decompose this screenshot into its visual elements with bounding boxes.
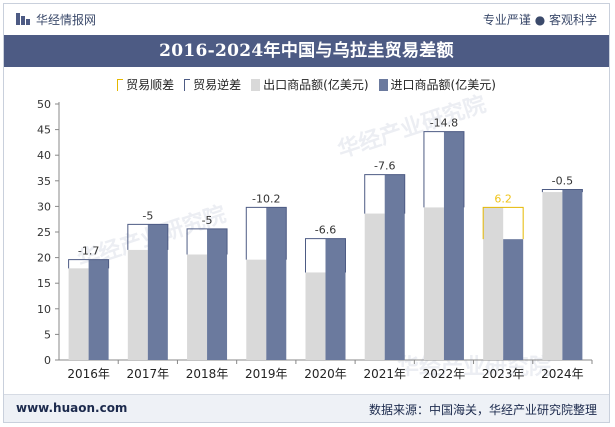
x-tick-label-5: 2021年 xyxy=(363,367,406,381)
import-bar-7 xyxy=(503,239,524,360)
legend-label-surplus: 贸易顺差 xyxy=(126,78,175,92)
slogan: 专业严谨 ● 客观科学 xyxy=(482,13,597,27)
balance-label-1: -5 xyxy=(142,209,153,222)
export-bar-5 xyxy=(364,213,385,360)
surplus-bracket-7 xyxy=(482,206,524,240)
balance-label-4: -6.6 xyxy=(315,224,336,237)
x-tick-label-6: 2022年 xyxy=(423,367,466,381)
import-bar-4 xyxy=(325,238,346,360)
y-tick-label-50: 50 xyxy=(37,98,51,111)
footer-site: www.huaon.com xyxy=(16,401,128,415)
top-bar: 华经情报网 专业严谨 ● 客观科学 xyxy=(4,4,609,34)
deficit-bracket-3 xyxy=(245,206,287,260)
y-tick-label-35: 35 xyxy=(37,175,51,188)
watermark-2: 华经产业研究院 xyxy=(397,354,551,380)
deficit-bracket-5 xyxy=(364,174,406,214)
deficit-bracket-2 xyxy=(186,228,228,255)
legend-item-deficit: 贸易逆差 xyxy=(184,76,241,93)
balance-label-8: -0.5 xyxy=(552,175,573,188)
legend-label-import: 进口商品额(亿美元) xyxy=(390,78,496,92)
x-tick-label-3: 2019年 xyxy=(245,367,288,381)
chart-frame: 华经情报网 专业严谨 ● 客观科学 2016-2024年中国与乌拉圭贸易差额 贸… xyxy=(3,3,610,423)
y-tick-label-20: 20 xyxy=(37,252,51,265)
export-bar-4 xyxy=(305,272,326,360)
x-tick-label-4: 2020年 xyxy=(304,367,347,381)
deficit-bracket-0 xyxy=(68,259,110,269)
y-tick-label-15: 15 xyxy=(37,277,51,290)
balance-label-5: -7.6 xyxy=(374,160,395,173)
legend-swatch-surplus xyxy=(117,79,124,91)
balance-label-2: -5 xyxy=(202,214,213,227)
chart-title: 2016-2024年中国与乌拉圭贸易差额 xyxy=(159,41,454,61)
deficit-bracket-1 xyxy=(127,223,169,250)
balance-label-3: -10.2 xyxy=(252,192,280,205)
deficit-bracket-6 xyxy=(423,131,465,208)
x-tick-label-7: 2023年 xyxy=(482,367,525,381)
y-tick-label-45: 45 xyxy=(37,124,51,137)
chart-plot: 华经产业研究院华经产业研究院华经产业研究院0510152025303540455… xyxy=(37,91,593,381)
y-tick-label-10: 10 xyxy=(37,303,51,316)
watermark-1: 华经产业研究院 xyxy=(335,91,490,163)
x-tick-label-2: 2018年 xyxy=(186,367,229,381)
import-bar-3 xyxy=(266,207,287,360)
y-tick-label-30: 30 xyxy=(37,200,51,213)
legend-swatch-export xyxy=(251,79,261,91)
export-bar-3 xyxy=(246,259,267,360)
y-tick-label-0: 0 xyxy=(44,354,51,367)
balance-label-0: -1.7 xyxy=(78,245,99,258)
legend-item-import: 进口商品额(亿美元) xyxy=(378,76,496,93)
export-bar-8 xyxy=(542,192,563,360)
legend: 贸易顺差 贸易逆差 出口商品额(亿美元) 进口商品额(亿美元) xyxy=(4,76,609,93)
deficit-bracket-4 xyxy=(305,238,346,273)
import-bar-8 xyxy=(562,189,583,360)
brand-logo-icon xyxy=(16,13,30,25)
export-bar-1 xyxy=(127,249,148,360)
export-bar-6 xyxy=(423,207,444,360)
brand: 华经情报网 xyxy=(16,11,96,28)
y-tick-label-5: 5 xyxy=(44,328,51,341)
x-tick-label-1: 2017年 xyxy=(127,367,170,381)
footer: www.huaon.com 数据来源：中国海关，华经产业研究院整理 xyxy=(4,394,609,422)
legend-label-deficit: 贸易逆差 xyxy=(193,78,242,92)
import-bar-0 xyxy=(88,259,109,360)
import-bar-2 xyxy=(207,228,228,360)
deficit-bracket-8 xyxy=(541,189,583,193)
brand-name: 华经情报网 xyxy=(36,13,97,27)
export-bar-2 xyxy=(187,254,208,360)
import-bar-6 xyxy=(443,131,464,360)
export-bar-0 xyxy=(68,268,89,360)
balance-label-7: 6.2 xyxy=(494,192,512,205)
import-bar-1 xyxy=(147,224,168,360)
y-tick-label-40: 40 xyxy=(37,149,51,162)
balance-label-6: -14.8 xyxy=(430,117,458,130)
legend-item-surplus: 贸易顺差 xyxy=(117,76,174,93)
title-bar: 2016-2024年中国与乌拉圭贸易差额 xyxy=(4,35,609,67)
legend-item-export: 出口商品额(亿美元) xyxy=(251,76,369,93)
y-tick-label-25: 25 xyxy=(37,226,51,239)
import-bar-5 xyxy=(384,174,405,360)
legend-swatch-deficit xyxy=(184,79,191,91)
x-tick-label-8: 2024年 xyxy=(541,367,584,381)
footer-source: 数据来源：中国海关，华经产业研究院整理 xyxy=(368,403,597,417)
legend-swatch-import xyxy=(378,79,388,91)
legend-label-export: 出口商品额(亿美元) xyxy=(263,78,369,92)
export-bar-7 xyxy=(483,207,504,360)
x-tick-label-0: 2016年 xyxy=(67,367,110,381)
